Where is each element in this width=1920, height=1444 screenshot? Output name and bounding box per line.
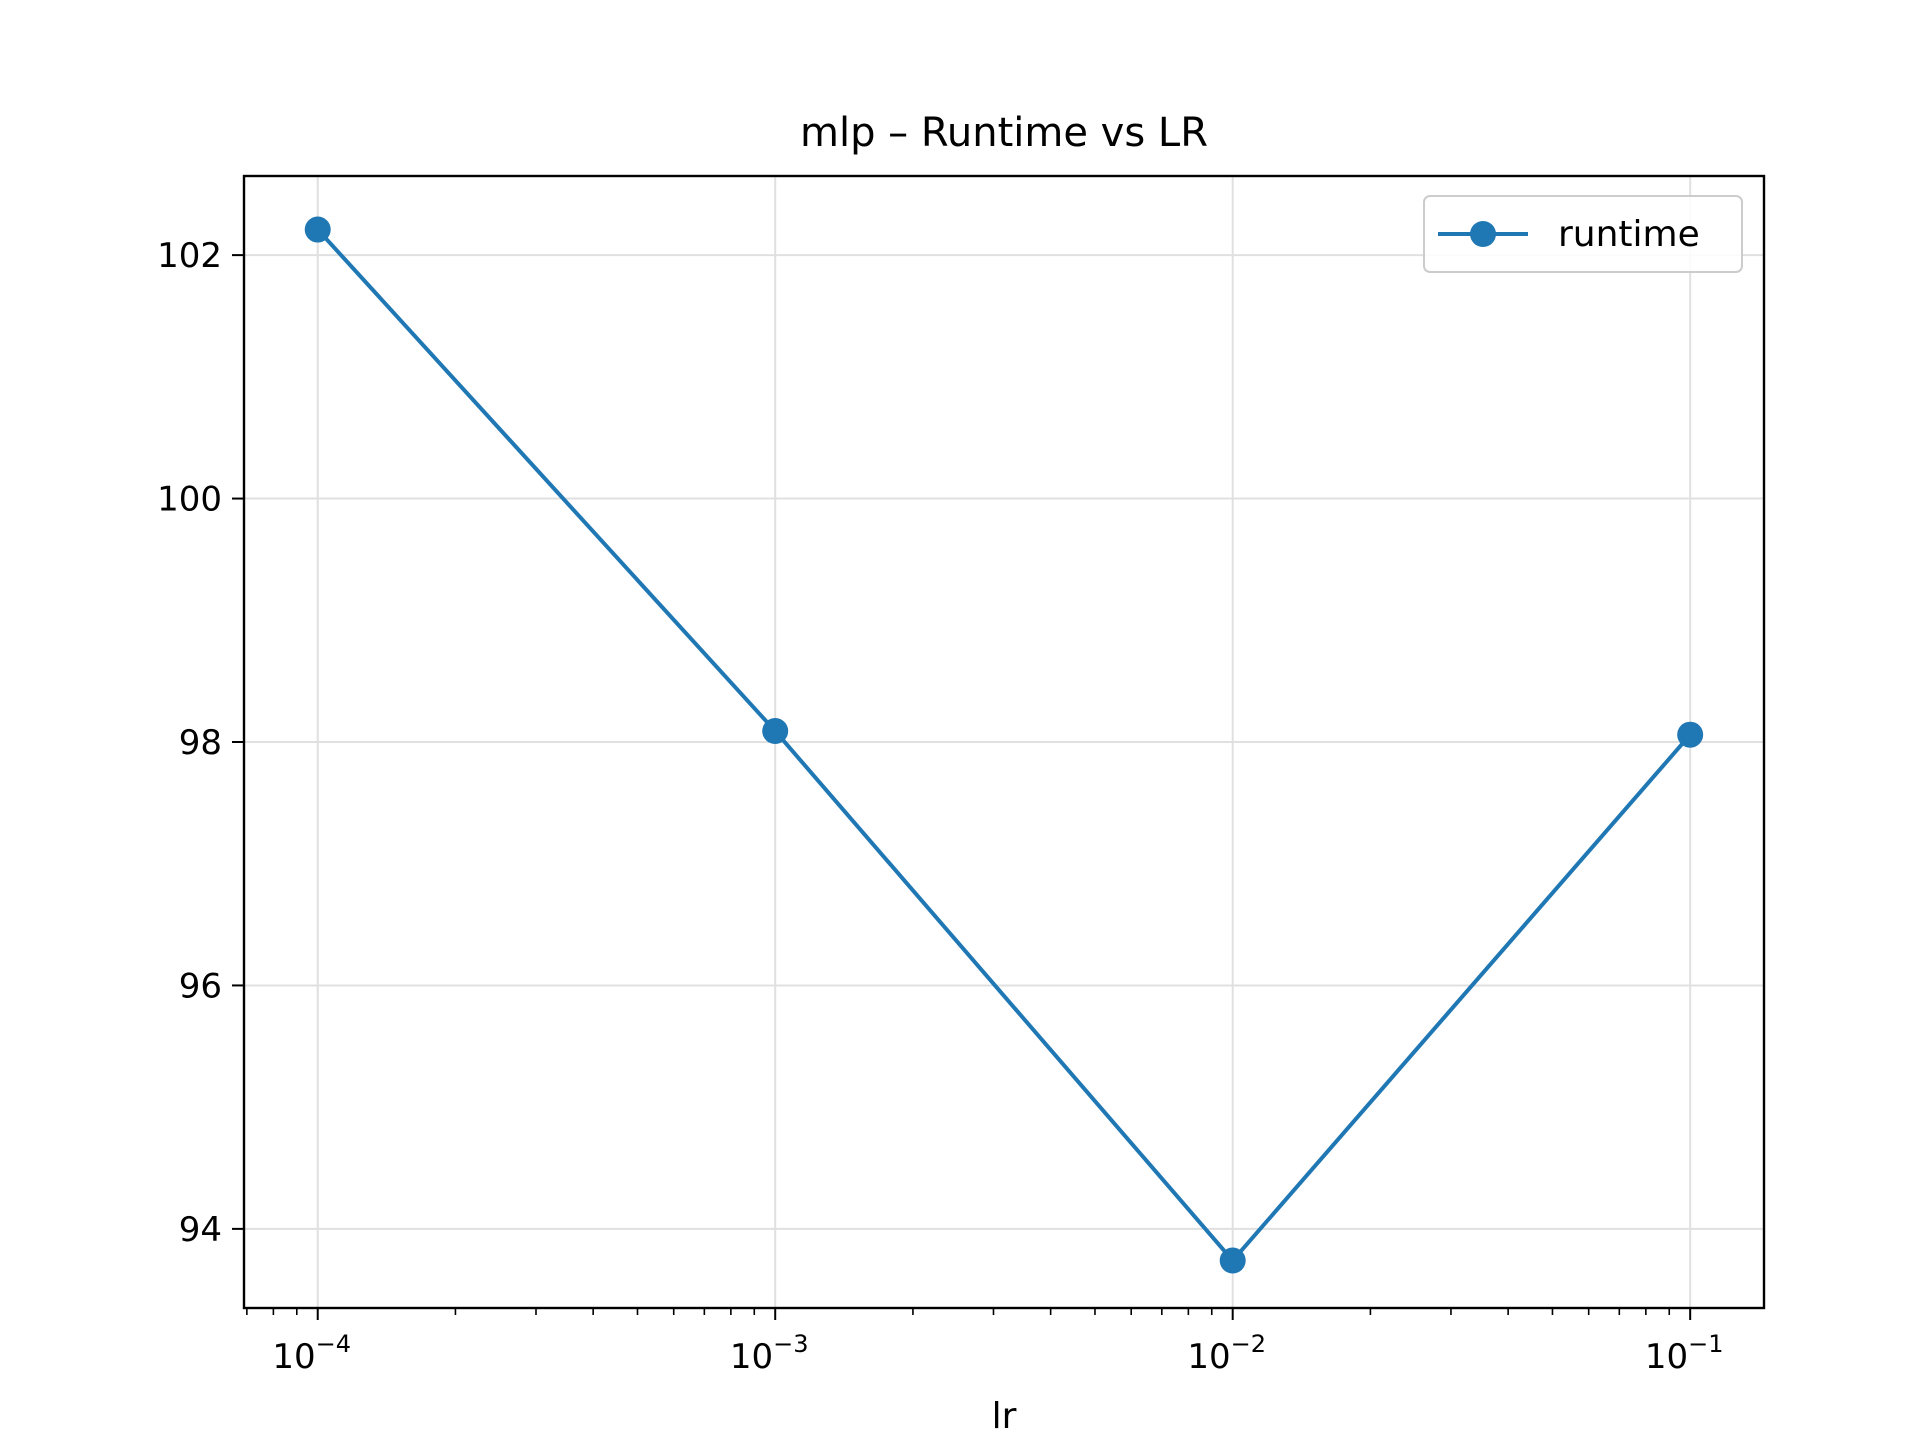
y-tick-label: 98	[179, 723, 222, 763]
legend: runtime	[1423, 195, 1743, 273]
x-tick-label: 10−2	[1187, 1330, 1266, 1377]
legend-box	[1423, 195, 1743, 273]
x-axis-label: lr	[992, 1396, 1017, 1437]
data-point	[762, 718, 789, 745]
x-tick-label: 10−3	[730, 1330, 809, 1377]
x-tick-label: 10−4	[272, 1330, 351, 1377]
y-tick-label: 94	[179, 1210, 222, 1250]
y-tick-label: 96	[179, 966, 222, 1006]
chart-title: mlp – Runtime vs LR	[800, 110, 1208, 156]
y-tick-label: 100	[157, 480, 222, 520]
axes: 10−4 10−3 10−2 10−1 94 96 98 100 102	[157, 236, 1723, 1377]
data-point	[304, 216, 331, 243]
series-line-runtime	[316, 228, 1692, 1263]
series-layer	[304, 216, 1704, 1274]
y-tick-label: 102	[157, 236, 222, 276]
data-point	[1677, 721, 1704, 748]
legend-swatch-marker	[1470, 221, 1496, 247]
data-point	[1219, 1247, 1246, 1274]
x-tick-label: 10−1	[1645, 1330, 1724, 1377]
legend-label: runtime	[1558, 214, 1700, 255]
